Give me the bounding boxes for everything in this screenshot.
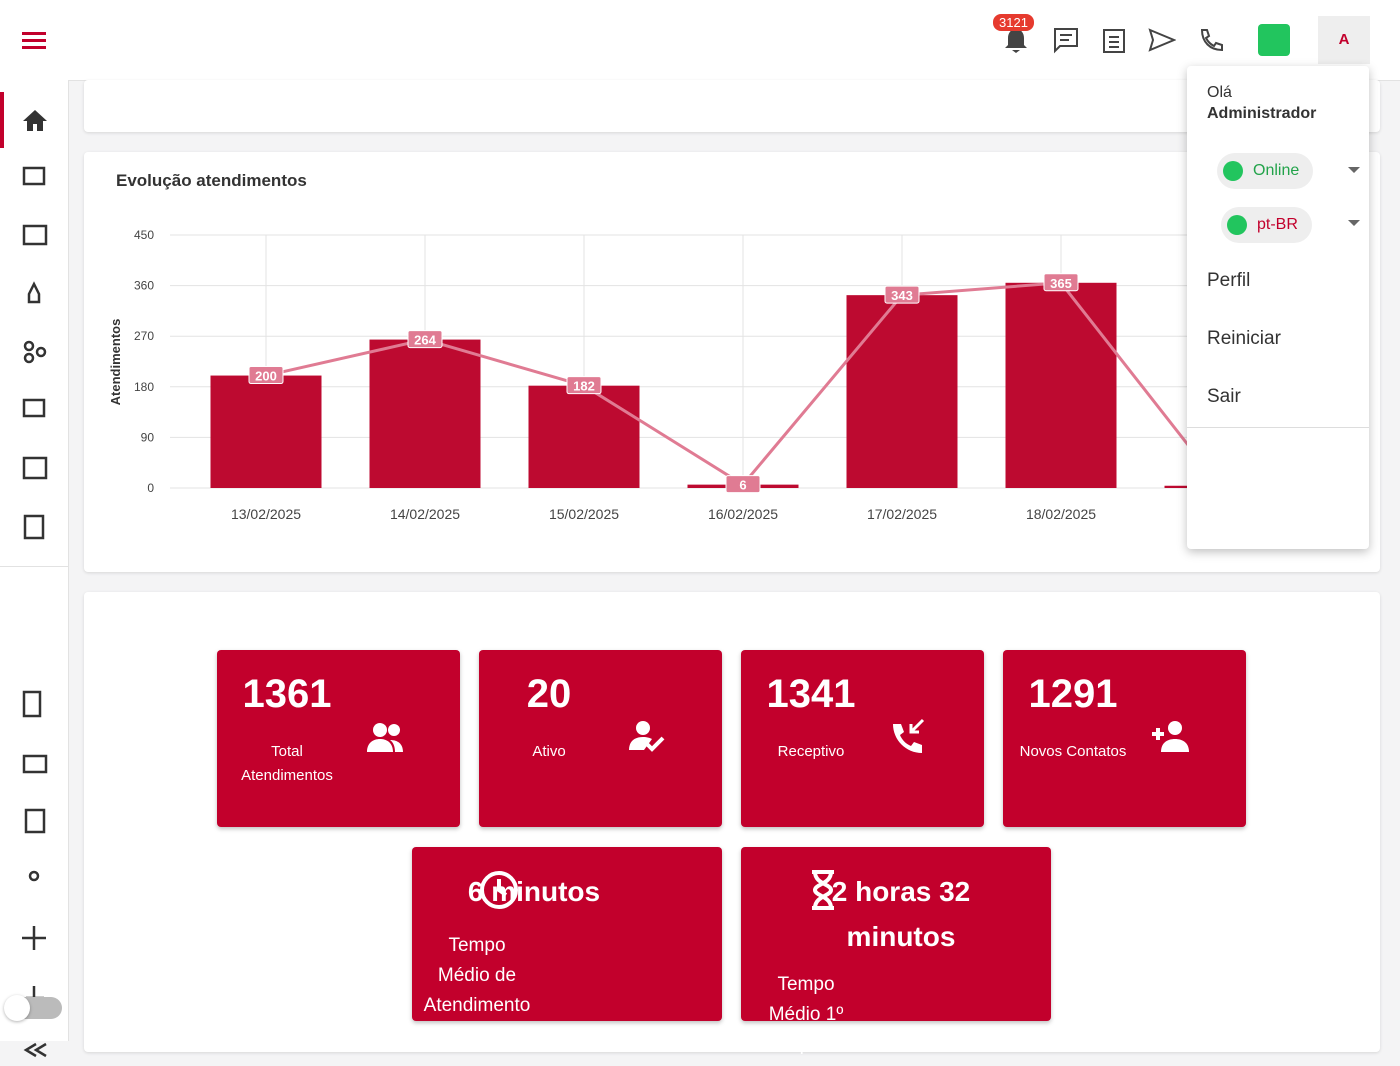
send-icon[interactable] <box>1148 26 1176 54</box>
bar <box>528 385 640 488</box>
stat-card: 1291 Novos Contatos <box>1003 650 1246 827</box>
stat-label: Novos Contatos <box>1019 743 1127 760</box>
top-bar: 3121 A <box>0 0 1400 81</box>
chart-card: Evolução atendimentos Atendimentos 0 90 18… <box>84 152 1380 572</box>
avg-label: Tempo Médio 1º Resposta <box>765 974 847 1055</box>
data-label: 200 <box>255 369 277 384</box>
y-tick-label: 360 <box>134 279 154 293</box>
bar <box>210 375 322 488</box>
filter-card <box>84 80 1380 132</box>
data-label-box <box>407 330 443 349</box>
data-label-box <box>725 475 761 494</box>
stat-value: 1291 <box>1028 672 1118 716</box>
y-axis-label: Atendimentos <box>108 319 123 406</box>
bar <box>1005 282 1117 488</box>
avg-first-response-card: 2 horas 32 minutos Tempo Médio 1º Respos… <box>741 847 1051 1055</box>
nav-icons[interactable] <box>22 166 48 1066</box>
menu-button[interactable] <box>22 30 48 50</box>
x-tick-label: 14/02/2025 <box>390 506 460 522</box>
stat-card: 20 Ativo <box>479 650 722 827</box>
avg-label: Tempo Médio de Atendimento (TMA) <box>423 935 531 1046</box>
hourglass-icon <box>812 870 834 910</box>
menu-item[interactable]: Sair <box>1207 386 1241 407</box>
chart: Evolução atendimentos Atendimentos 0 90 18… <box>108 171 1300 522</box>
stat-label: Receptivo <box>777 743 845 760</box>
notification-badge: 3121 <box>993 14 1034 31</box>
data-label: 6 <box>739 478 746 493</box>
stat-card: 1341 Receptivo <box>741 650 984 827</box>
language-chip[interactable]: pt-BR <box>1221 207 1312 243</box>
y-tick-label: 270 <box>134 329 154 343</box>
data-label-box <box>566 376 602 395</box>
sidebar-divider <box>0 566 68 567</box>
user-name: Administrador <box>1207 105 1317 122</box>
status-text: Online <box>1253 162 1300 179</box>
data-label-box <box>884 285 920 304</box>
stat-value: 1361 <box>242 672 332 716</box>
data-label-box <box>248 366 284 385</box>
stat-icon <box>367 723 403 752</box>
y-tick-label: 180 <box>134 380 154 394</box>
menu-divider <box>1187 427 1369 428</box>
status-button[interactable] <box>1258 24 1290 56</box>
data-label-box <box>1043 273 1079 292</box>
y-tick-label: 0 <box>147 481 154 495</box>
sidebar <box>0 80 69 1058</box>
tasks-icon[interactable] <box>1100 26 1128 54</box>
greeting: Olá <box>1207 84 1232 101</box>
avg-value: 2 horas 32 minutos <box>831 876 971 952</box>
user-menu: Olá Administrador Online pt-BR Perfil Re… <box>1187 66 1369 549</box>
dropdown-arrows <box>1348 167 1360 226</box>
chat-icon[interactable] <box>1052 26 1080 54</box>
menu-item[interactable]: Reiniciar <box>1207 328 1281 349</box>
data-label: 182 <box>573 379 595 394</box>
x-tick-label: 18/02/2025 <box>1026 506 1096 522</box>
bar <box>369 339 481 488</box>
data-label: 264 <box>414 333 436 348</box>
theme-toggle[interactable] <box>4 995 62 1021</box>
notifications[interactable] <box>1002 26 1030 54</box>
x-tick-label: 13/02/2025 <box>231 506 301 522</box>
bar <box>846 295 958 488</box>
x-tick-label: 17/02/2025 <box>867 506 937 522</box>
nav-home[interactable] <box>22 108 48 132</box>
chart-title: Evolução atendimentos <box>116 171 307 190</box>
avg-value: 6 minutos <box>467 876 601 907</box>
phone-icon[interactable] <box>1197 26 1225 54</box>
y-tick-label: 450 <box>134 228 154 242</box>
stat-card: 1361 Total Atendimentos <box>217 650 460 827</box>
stat-label: Total Atendimentos <box>241 743 333 784</box>
menu-item[interactable]: Perfil <box>1207 270 1251 291</box>
data-label: 343 <box>891 288 913 303</box>
avatar-button[interactable]: A <box>1318 16 1370 64</box>
stat-value: 20 <box>526 672 572 716</box>
data-label: 365 <box>1050 276 1072 291</box>
x-tick-label: 15/02/2025 <box>549 506 619 522</box>
language-text: pt-BR <box>1257 216 1298 233</box>
stat-icon <box>893 718 925 753</box>
stat-label: Ativo <box>532 743 566 760</box>
status-chip[interactable]: Online <box>1217 153 1314 189</box>
stat-icon <box>629 721 665 752</box>
stat-icon <box>1152 721 1189 752</box>
stat-value: 1341 <box>766 672 856 716</box>
active-indicator <box>0 92 4 148</box>
avg-tma-card: 6 minutos Tempo Médio de Atendimento (TM… <box>412 847 722 1046</box>
clock-icon <box>480 871 518 909</box>
x-tick-label: 16/02/2025 <box>708 506 778 522</box>
y-tick-label: 90 <box>141 430 155 444</box>
